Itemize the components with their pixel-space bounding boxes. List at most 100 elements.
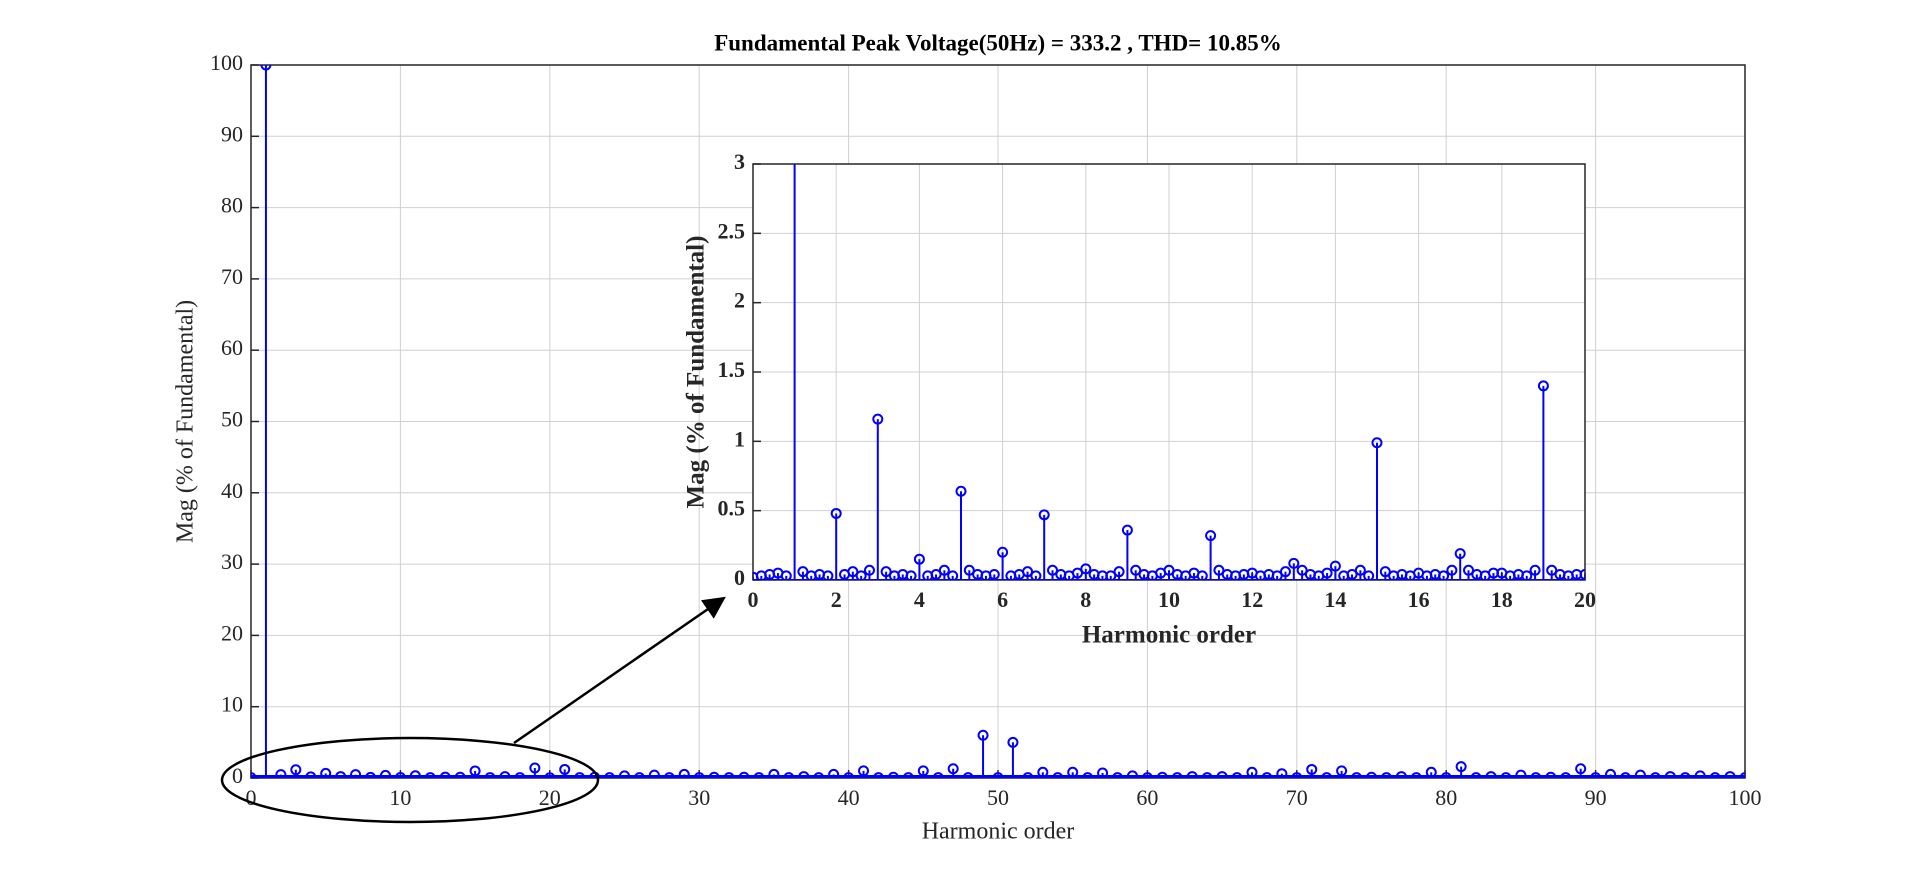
stem-marker <box>1619 772 1631 778</box>
stem-marker <box>1007 736 1019 748</box>
stem-marker <box>1306 763 1318 775</box>
stem <box>1438 570 1450 580</box>
stem <box>1112 772 1124 778</box>
stem-marker <box>1231 772 1243 778</box>
stem-marker <box>1201 772 1213 778</box>
stem-marker <box>469 765 481 777</box>
stem <box>1271 570 1283 580</box>
stem-marker <box>1126 770 1138 778</box>
stem-marker <box>1112 772 1124 778</box>
x-tick-label: 70 <box>1286 785 1308 810</box>
y-tick-label: 100 <box>210 50 243 75</box>
stem-marker <box>1455 761 1467 773</box>
stem-marker <box>1590 772 1602 778</box>
stem <box>454 771 466 778</box>
stem-marker <box>409 770 421 778</box>
x-axis-label: Harmonic order <box>1082 622 1256 649</box>
stem <box>1171 772 1183 778</box>
stem-marker <box>1246 766 1258 778</box>
y-tick-label: 0.5 <box>718 496 746 521</box>
stem <box>1440 772 1452 778</box>
stem-marker <box>1113 566 1125 578</box>
stem-marker <box>1530 772 1542 778</box>
x-tick-label: 14 <box>1324 587 1346 612</box>
stem-marker <box>1351 772 1363 778</box>
stem-marker <box>305 771 317 778</box>
stem-marker <box>1321 567 1333 579</box>
x-tick-label: 16 <box>1408 587 1430 612</box>
stem <box>1545 771 1557 778</box>
stem <box>365 771 377 778</box>
stem <box>604 772 616 778</box>
stem-marker <box>977 729 989 741</box>
stem <box>930 568 942 580</box>
stem <box>1560 772 1572 778</box>
stem <box>863 564 875 580</box>
stem <box>1047 564 1059 580</box>
stem <box>828 768 840 778</box>
stem-marker <box>1485 771 1497 778</box>
y-tick-label: 3 <box>734 149 745 174</box>
stem <box>1130 564 1142 580</box>
stem-marker <box>955 485 967 497</box>
stem-marker <box>1030 570 1042 580</box>
x-tick-label: 100 <box>1729 785 1762 810</box>
stem-marker <box>847 566 859 578</box>
stem <box>855 570 867 580</box>
stem <box>1537 380 1549 580</box>
stem <box>1575 763 1587 778</box>
stem <box>887 771 899 778</box>
stem <box>947 763 959 778</box>
stem-marker <box>290 764 302 776</box>
stem <box>1664 771 1676 778</box>
stem-marker <box>1296 564 1308 576</box>
stem <box>1052 772 1064 778</box>
stem <box>797 566 809 580</box>
stem-marker <box>1080 563 1092 575</box>
x-tick-label: 50 <box>987 785 1009 810</box>
stem <box>1679 772 1691 778</box>
y-axis-label: Mag (% of Fundamental) <box>683 236 710 509</box>
x-tick-label: 12 <box>1241 587 1263 612</box>
stem <box>1739 772 1745 778</box>
stem-marker <box>394 772 406 778</box>
stem <box>1590 772 1602 778</box>
stem-marker <box>753 772 765 778</box>
stem <box>1346 568 1358 580</box>
stem <box>1205 530 1217 580</box>
stem <box>409 770 421 778</box>
stem <box>1121 524 1133 580</box>
stem <box>648 769 660 778</box>
stem-marker <box>424 772 436 778</box>
stem-marker <box>843 772 855 778</box>
zoom-ellipse <box>220 736 600 824</box>
stem-marker <box>938 564 950 576</box>
stem <box>320 767 332 778</box>
stem <box>1363 570 1375 580</box>
stem <box>1038 509 1050 580</box>
stem-marker <box>1605 768 1617 778</box>
x-tick-label: 8 <box>1080 587 1091 612</box>
stem-marker <box>1446 564 1458 576</box>
stem-marker <box>619 770 630 778</box>
stem-marker <box>678 768 690 778</box>
stem <box>1515 769 1527 778</box>
stem-marker <box>932 772 944 778</box>
stem-marker <box>1679 772 1691 778</box>
stem <box>905 570 917 580</box>
stem <box>1141 772 1153 778</box>
stem-marker <box>335 771 347 778</box>
stem <box>1329 560 1341 580</box>
y-tick-label: 90 <box>221 121 243 146</box>
stem <box>988 568 1000 580</box>
stem <box>1546 564 1558 580</box>
stem <box>1455 761 1467 778</box>
stem <box>469 765 481 778</box>
stem-marker <box>1288 557 1300 569</box>
stem <box>997 546 1009 580</box>
stem <box>708 771 720 778</box>
stem-marker <box>963 564 975 576</box>
stem <box>977 729 989 778</box>
stem <box>1037 766 1049 778</box>
